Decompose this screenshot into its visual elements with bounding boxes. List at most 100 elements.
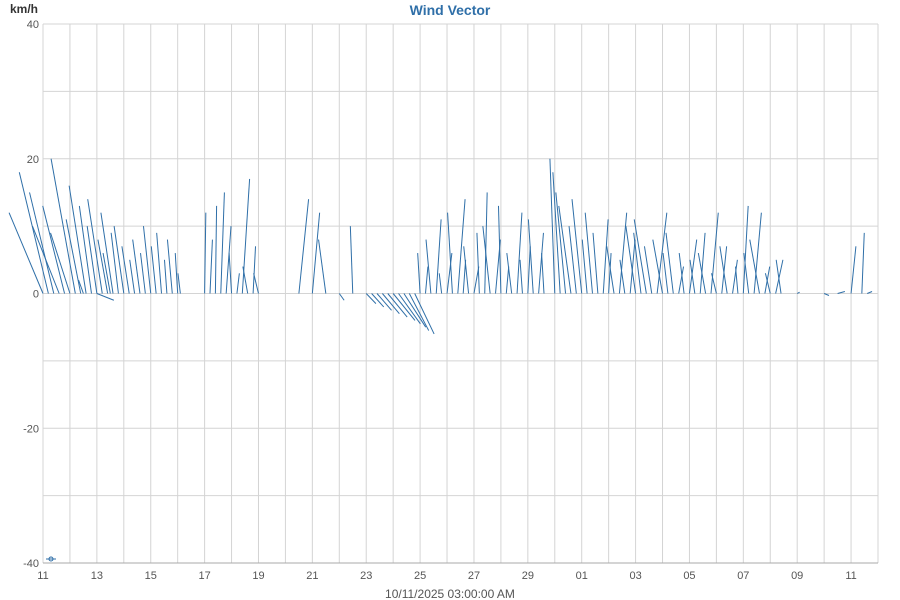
x-tick-label: 13 [91, 570, 103, 582]
wind-vector [516, 212, 523, 294]
wind-vector [403, 293, 427, 328]
x-tick-label: 09 [791, 570, 803, 582]
wind-vector [482, 226, 491, 294]
legend-marker [46, 556, 56, 562]
wind-vector [837, 290, 846, 294]
wind-vector [796, 291, 800, 294]
wind-vector [102, 252, 111, 294]
wind-vector [113, 226, 125, 294]
wind-vector [435, 219, 442, 294]
wind-vector [732, 259, 738, 294]
wind-vector [506, 253, 513, 294]
wind-vector [42, 205, 66, 294]
wind-vector [527, 246, 531, 294]
wind-vector [150, 246, 157, 294]
wind-vector [568, 226, 577, 294]
wind-vector [349, 226, 354, 294]
wind-vector [538, 232, 544, 294]
wind-vector [18, 172, 49, 294]
y-tick-label: 40 [27, 19, 39, 31]
wind-vector [710, 212, 719, 294]
chart-title: Wind Vector [410, 2, 491, 18]
wind-vector [65, 219, 82, 294]
wind-vector [584, 212, 593, 294]
x-tick-label: 11 [845, 570, 856, 582]
wind-vector [552, 172, 561, 294]
wind-vector [174, 253, 179, 294]
wind-vector [699, 232, 706, 294]
wind-vector [142, 226, 152, 294]
wind-vector [87, 199, 103, 294]
wind-vector [156, 232, 163, 294]
x-tick-label: 17 [198, 570, 210, 582]
wind-vector [50, 158, 76, 294]
x-tick-label: 01 [576, 570, 588, 582]
wind-vector [242, 266, 249, 294]
grid [42, 23, 879, 564]
wind-vector [541, 253, 545, 294]
wind-vector [110, 232, 119, 294]
wind-vector [209, 239, 213, 294]
wind-vector [252, 246, 257, 294]
wind-vector [719, 246, 728, 294]
x-tick-labels: 11 13 15 17 19 21 23 25 27 29 01 03 05 07 09 11 [37, 570, 856, 582]
wind-vector [50, 232, 71, 294]
wind-vector [228, 253, 233, 294]
wind-vector [688, 239, 698, 294]
wind-vector [414, 293, 435, 335]
wind-vector [735, 266, 739, 294]
wind-vector [236, 273, 240, 294]
wind-vector [643, 246, 653, 294]
wind-vector [140, 253, 146, 294]
x-tick-label: 29 [522, 570, 534, 582]
x-tick-label: 19 [252, 570, 264, 582]
wind-vector [652, 239, 664, 294]
wind-vector [697, 252, 707, 294]
wind-vector [424, 266, 429, 294]
wind-vector [608, 253, 612, 294]
wind-vector [581, 239, 588, 294]
wind-vector [29, 192, 55, 294]
legend-vector-origin [48, 556, 54, 562]
wind-vector [775, 259, 784, 294]
wind-vector [253, 273, 259, 294]
y-tick-label: 20 [27, 154, 39, 166]
wind-vector [743, 253, 750, 294]
x-tick-label: 21 [306, 570, 318, 582]
wind-vector [592, 232, 599, 294]
wind-vector [602, 219, 609, 294]
x-tick-label: 27 [468, 570, 480, 582]
wind-vector [78, 279, 84, 294]
wind-vector [633, 219, 647, 294]
wind-vector [457, 199, 466, 294]
wind-vector [376, 293, 392, 311]
wind-vector [619, 259, 626, 294]
wind-vector [549, 158, 556, 294]
wind-vector [163, 259, 168, 294]
wind-vector [371, 293, 385, 308]
wind-vector [558, 205, 572, 294]
wind-vector [220, 192, 225, 294]
wind-vector [100, 212, 114, 294]
wind-vector [398, 293, 421, 325]
wind-vector [68, 185, 87, 294]
wind-vector [97, 239, 109, 294]
wind-vector [446, 253, 453, 294]
wind-vector [476, 232, 480, 294]
wind-vector [204, 212, 207, 294]
wind-vector [764, 273, 771, 294]
wind-vector [365, 293, 377, 304]
y-tick-label: 0 [33, 289, 39, 301]
wind-vector [225, 226, 232, 294]
wind-vector [662, 253, 669, 294]
wind-vector [656, 212, 668, 294]
wind-vector [633, 232, 642, 294]
wind-vector [166, 239, 173, 294]
wind-vector [96, 293, 115, 301]
wind-vector [753, 212, 762, 294]
wind-vector [629, 239, 636, 294]
y-axis-unit-label: km/h [10, 2, 38, 16]
wind-vector [8, 212, 44, 294]
wind-vector [177, 273, 181, 294]
